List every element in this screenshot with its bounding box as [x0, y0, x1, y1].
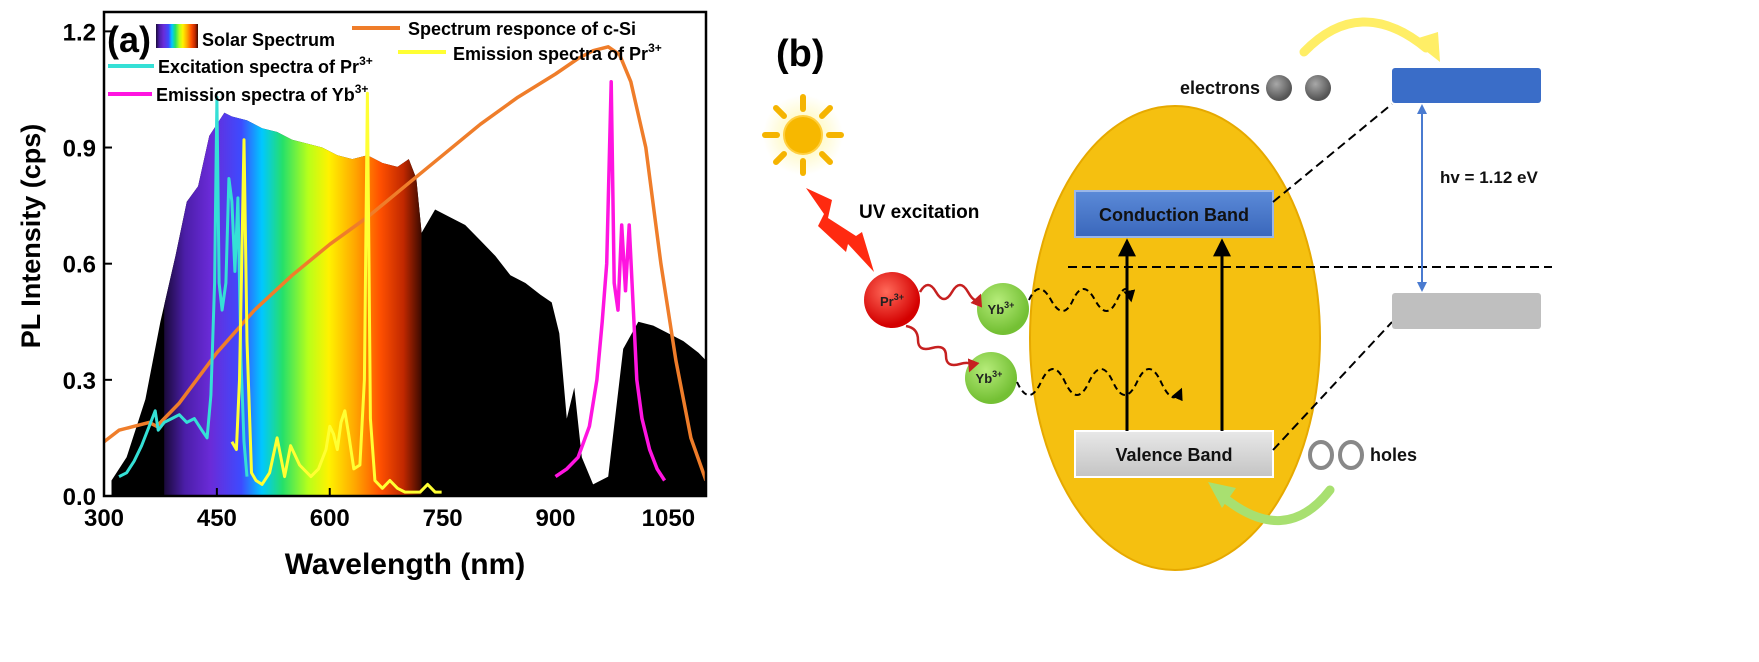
- electron-transfer-arrow: [1299, 17, 1431, 57]
- host-crystal: [1029, 105, 1321, 571]
- bandgap-label: hv = 1.12 eV: [1440, 168, 1538, 187]
- uv-excitation-label: UV excitation: [859, 202, 979, 223]
- conduction-band-label: Conduction Band: [1099, 205, 1249, 225]
- yb-ion-bottom-label: Yb3+: [976, 369, 1003, 386]
- yb-emission-line: [554, 79, 667, 482]
- y-tick-label: 0.6: [63, 252, 96, 279]
- csi-response-line: [104, 45, 706, 482]
- x-tick-label: 900: [535, 505, 575, 532]
- energy-transfer-arrow-top: [918, 283, 983, 308]
- x-tick-label: 300: [84, 505, 124, 532]
- legend-em-yb: Emission spectra of Yb3+: [156, 82, 368, 105]
- conduction-band: [1074, 190, 1274, 238]
- x-tick-label: 600: [310, 505, 350, 532]
- pr-ion: [864, 272, 920, 328]
- yb-ion-top-label: Yb3+: [988, 300, 1015, 317]
- hole-transfer-arrow: [1217, 485, 1335, 525]
- plot-frame: [102, 10, 708, 498]
- y-tick-label: 0.3: [63, 368, 96, 395]
- x-tick-label: 450: [197, 505, 237, 532]
- y-tick-label: 0.0: [63, 484, 96, 511]
- y-axis-label: PL Intensity (cps): [16, 124, 46, 349]
- legend-exc-pr: Excitation spectra of Pr3+: [158, 54, 373, 77]
- pr-ion-label: Pr3+: [880, 292, 904, 309]
- valence-band: [1074, 430, 1274, 478]
- projection-line-bottom: [1272, 321, 1393, 451]
- legend-csi: Spectrum responce of c-Si: [408, 19, 636, 39]
- legend: Solar Spectrum Spectrum responce of c-Si…: [108, 19, 662, 105]
- holes-label: holes: [1370, 445, 1417, 465]
- lightning-icon: [806, 188, 874, 272]
- pr-emission-line: [230, 91, 443, 494]
- hole-transfer-arrowhead: [1208, 482, 1236, 508]
- panel-a-label: (a): [107, 19, 151, 60]
- axes-ticks: 300 450 600 750 900 1050 0.0 0.3 0.6 0.9 1.2: [63, 19, 695, 532]
- electron-icon: [1305, 75, 1331, 101]
- electron-icon: [1266, 75, 1292, 101]
- legend-em-pr: Emission spectra of Pr3+: [453, 41, 662, 64]
- x-tick-label: 750: [423, 505, 463, 532]
- projection-line-top: [1272, 103, 1393, 203]
- panel-b-diagram: (b) UV excitation Pr3+ Yb3+: [762, 17, 1552, 571]
- emission-wave-top: [1028, 288, 1136, 312]
- y-tick-label: 0.9: [63, 136, 96, 163]
- x-axis-label: Wavelength (nm): [285, 548, 526, 581]
- right-valence-band: [1392, 293, 1541, 329]
- panel-b-label: (b): [776, 33, 825, 75]
- right-conduction-band: [1392, 68, 1541, 103]
- legend-swatch-solar: [156, 24, 198, 48]
- electron-transfer-arrowhead: [1412, 32, 1440, 62]
- panel-a-chart: 300 450 600 750 900 1050 0.0 0.3 0.6 0.9 1.2 PL In…: [16, 10, 708, 581]
- pr-excitation-line: [118, 95, 249, 478]
- plot-lines: [104, 45, 706, 494]
- electrons-label: electrons: [1180, 78, 1260, 98]
- x-tick-label: 1050: [642, 505, 695, 532]
- yb-ion-top: [977, 283, 1029, 335]
- legend-solar: Solar Spectrum: [202, 30, 335, 50]
- emission-wave-bottom: [1016, 368, 1183, 402]
- hole-icon: [1338, 440, 1364, 470]
- y-tick-label: 1.2: [63, 19, 96, 46]
- sun-icon: [762, 94, 844, 176]
- valence-band-label: Valence Band: [1115, 445, 1232, 465]
- hole-icon: [1308, 440, 1334, 470]
- energy-transfer-arrow-bottom: [905, 324, 980, 373]
